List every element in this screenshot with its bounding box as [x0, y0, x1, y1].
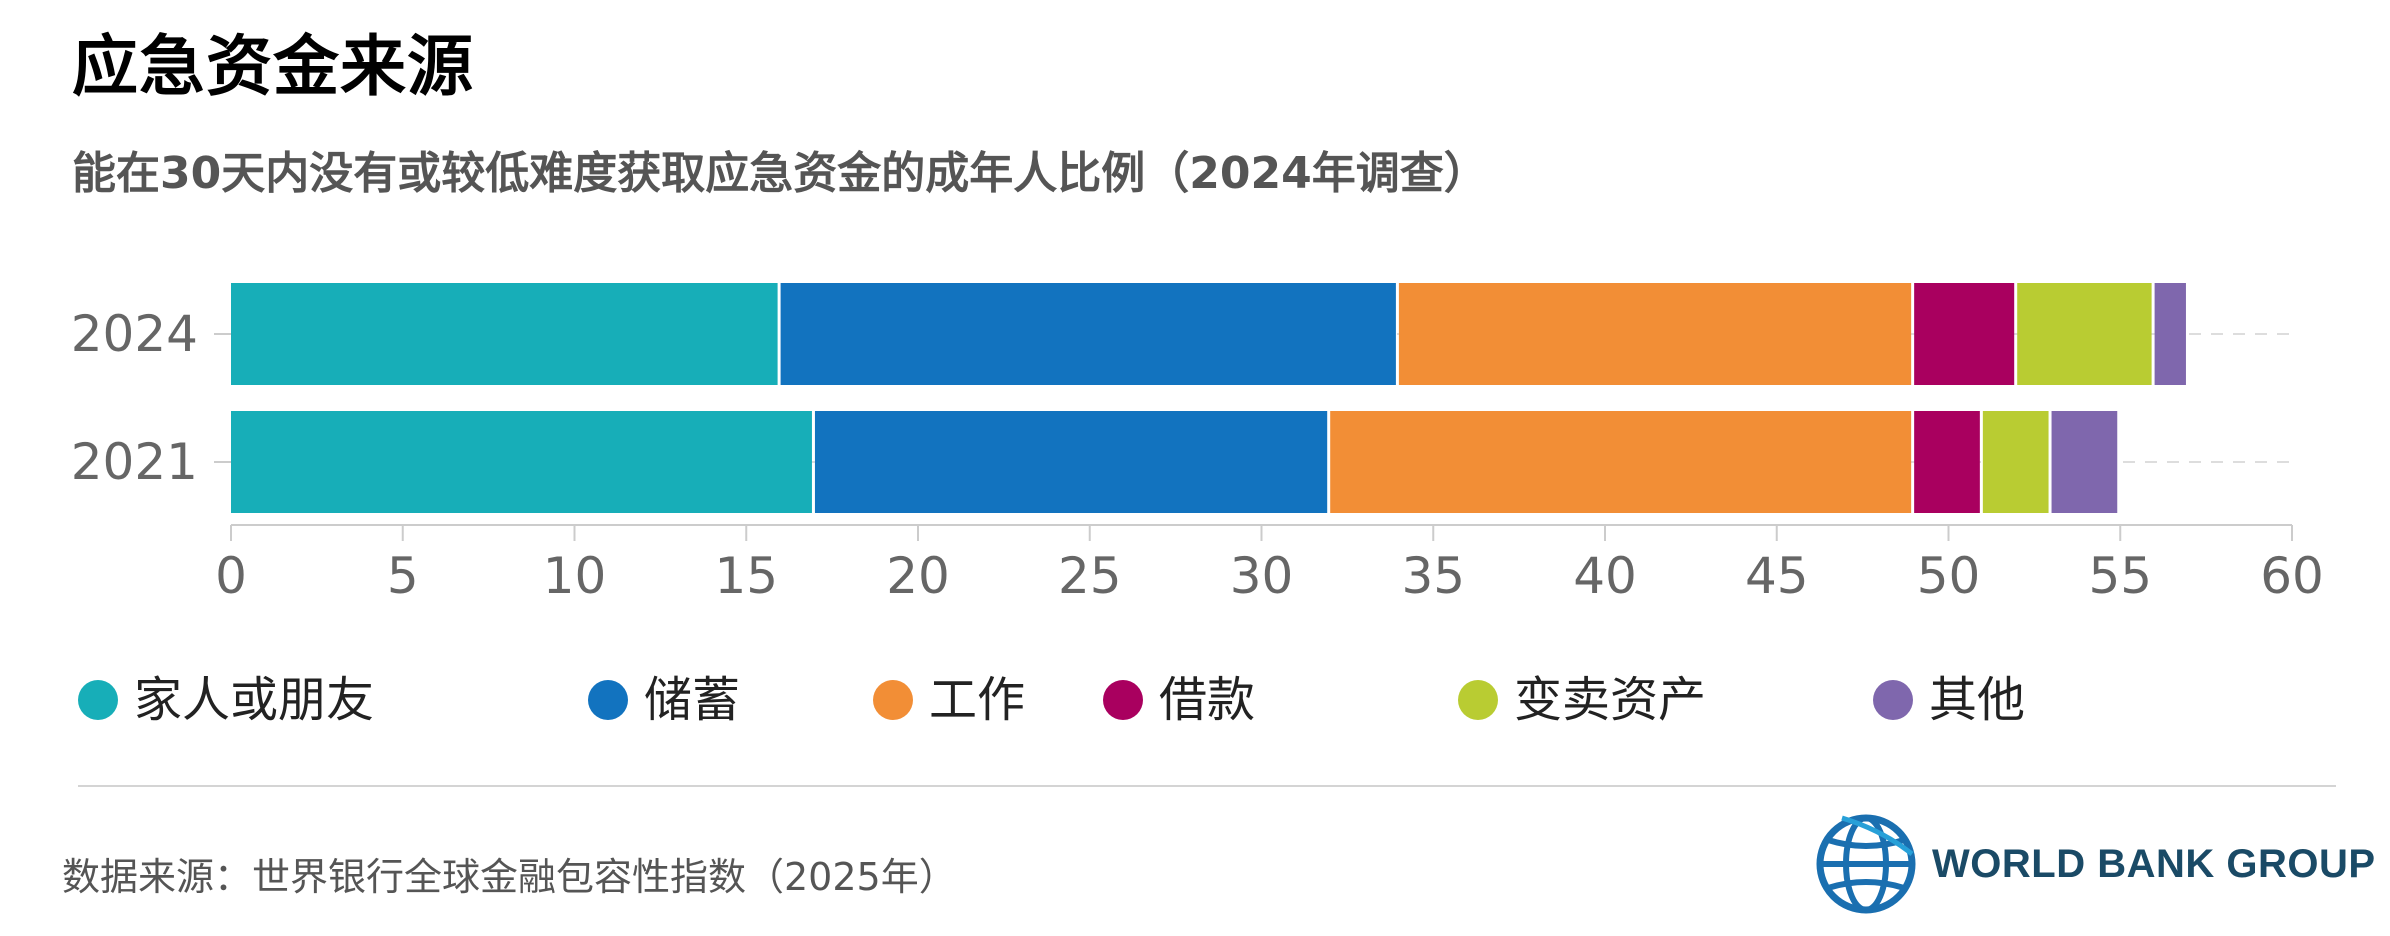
x-tick-label: 40	[1573, 547, 1637, 605]
legend-swatch	[78, 680, 118, 720]
legend-swatch	[1458, 680, 1498, 720]
legend-item: 变卖资产	[1458, 665, 1706, 735]
legend-item: 其他	[1873, 665, 2025, 735]
legend-swatch	[588, 680, 628, 720]
legend-swatch	[1103, 680, 1143, 720]
x-tick-label: 50	[1917, 547, 1981, 605]
legend-item: 储蓄	[588, 665, 740, 735]
x-tick-label: 55	[2088, 547, 2152, 605]
legend-item: 家人或朋友	[78, 665, 374, 735]
x-tick-label: 25	[1058, 547, 1122, 605]
x-tick-label: 5	[387, 547, 419, 605]
legend-label: 其他	[1929, 672, 2026, 728]
bar-segment	[2154, 283, 2186, 385]
x-tick-label: 20	[886, 547, 950, 605]
x-tick-label: 15	[714, 547, 778, 605]
x-tick-label: 30	[1230, 547, 1294, 605]
x-tick-label: 0	[215, 547, 247, 605]
bar-segment	[780, 283, 1396, 385]
legend-swatch	[873, 680, 913, 720]
legend-label: 储蓄	[644, 672, 741, 728]
legend-label: 变卖资产	[1514, 672, 1707, 728]
world-bank-logo: WORLD BANK GROUP	[1812, 808, 2376, 920]
bar-segment	[1982, 411, 2049, 513]
legend-label: 工作	[929, 672, 1026, 728]
x-tick-label: 35	[1401, 547, 1465, 605]
chart-subtitle: 能在30天内没有或较低难度获取应急资金的成年人比例（2024年调查）	[72, 148, 1488, 199]
legend-item: 工作	[873, 665, 1025, 735]
legend-swatch	[1873, 680, 1913, 720]
bar-segment	[1398, 283, 1912, 385]
category-label: 2021	[71, 433, 198, 491]
stacked-bar-chart: 2024 2021 0 5 10 15 20 25 30 35 40 45 50 55 60	[71, 283, 2324, 605]
globe-icon	[1816, 814, 1916, 914]
bar-segment	[1914, 283, 2015, 385]
legend-label: 家人或朋友	[134, 672, 375, 728]
x-tick-label: 10	[543, 547, 607, 605]
logo-wordmark: WORLD BANK GROUP	[1932, 841, 2376, 886]
chart-title: 应急资金来源	[72, 28, 474, 105]
bar-segment	[2017, 283, 2152, 385]
bar-segment	[231, 411, 812, 513]
x-tick-label: 45	[1745, 547, 1809, 605]
chart-legend: 家人或朋友 储蓄 工作 借款 变卖资产 其他	[78, 665, 2318, 735]
bar-segment	[1914, 411, 1980, 513]
bar-segment	[231, 283, 778, 385]
category-label: 2024	[71, 305, 198, 363]
bar-segment	[814, 411, 1328, 513]
bar-segment	[2051, 411, 2118, 513]
x-tick-label: 60	[2260, 547, 2324, 605]
bar-segment	[1330, 411, 1912, 513]
footer-divider	[78, 785, 2336, 787]
data-source: 数据来源：世界银行全球金融包容性指数（2025年）	[62, 855, 957, 899]
legend-label: 借款	[1159, 672, 1256, 728]
legend-item: 借款	[1103, 665, 1255, 735]
